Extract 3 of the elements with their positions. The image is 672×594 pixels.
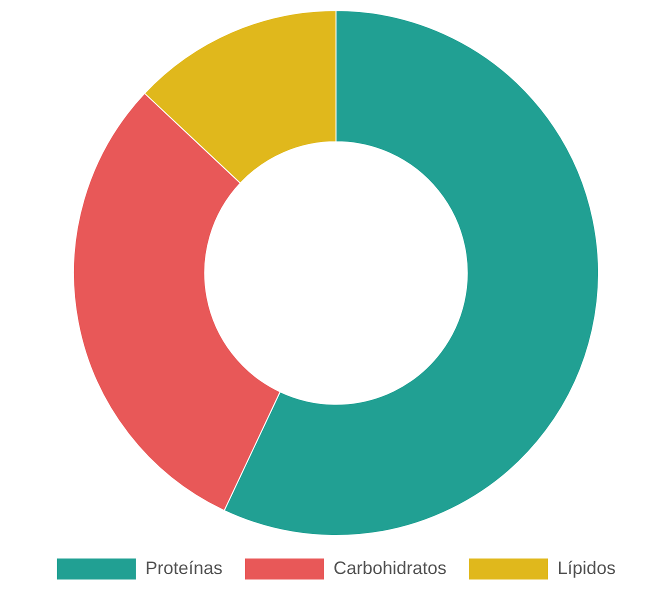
legend-label: Proteínas: [145, 558, 222, 578]
legend-label: Lípidos: [558, 558, 616, 578]
legend-label: Carbohidratos: [333, 558, 447, 578]
